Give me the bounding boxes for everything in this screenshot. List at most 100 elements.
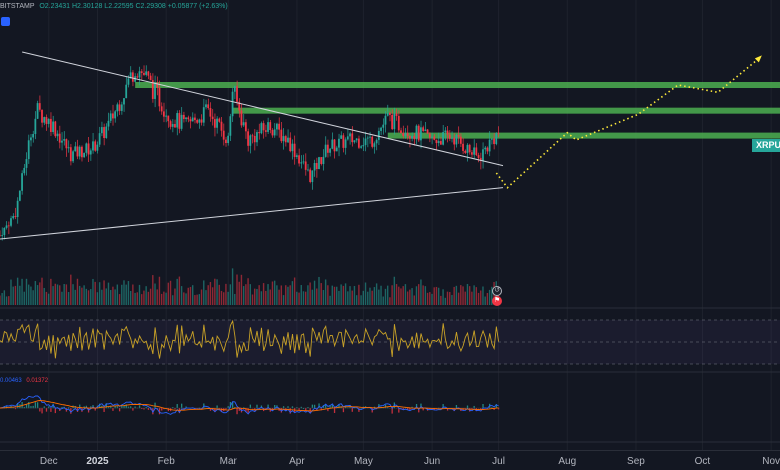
volume-bar (196, 294, 198, 305)
candle-body (167, 115, 170, 122)
candle-body (271, 130, 274, 136)
candle-body (127, 78, 130, 85)
candle-body (262, 123, 265, 131)
candle-body (67, 147, 70, 149)
volume-bar (149, 288, 152, 305)
macd-histogram-bar (50, 408, 52, 412)
volume-bar (313, 280, 316, 305)
candle-body (473, 147, 476, 155)
macd-histogram-bar (422, 408, 424, 411)
time-axis[interactable]: Dec 2025 Feb Mar Apr May Jun Jul Aug Sep… (0, 450, 780, 470)
volume-bar (378, 289, 380, 305)
volume-bar (136, 292, 138, 305)
candle-body (114, 111, 117, 119)
volume-bar (165, 292, 167, 305)
candle-body (136, 76, 139, 78)
macd-histogram-bar (149, 408, 152, 410)
macd-histogram-bar (497, 408, 500, 410)
candle-body (280, 129, 283, 142)
candle-body (160, 106, 163, 112)
macd-histogram-bar (172, 407, 174, 409)
macd-histogram-bar (30, 406, 32, 409)
volume-bar (218, 284, 220, 305)
macd-histogram-bar (14, 408, 17, 410)
candle-body (3, 227, 6, 236)
candle-body (251, 135, 254, 137)
xaxis-label-oct: Oct (694, 456, 711, 467)
volume-bar (307, 285, 309, 305)
candle-body (439, 141, 442, 145)
macd-histogram-bar (267, 404, 269, 409)
volume-bar (444, 297, 446, 305)
volume-bar (282, 295, 285, 305)
candle-body (218, 118, 221, 122)
macd-histogram-bar (311, 404, 314, 409)
candle-body (107, 120, 110, 127)
volume-bar (109, 290, 112, 305)
candle-body (413, 136, 416, 140)
candle-body (47, 118, 50, 124)
volume-bar (267, 284, 269, 305)
candle-body (211, 116, 214, 120)
volume-bar (316, 288, 318, 305)
macd-histogram-bar (114, 405, 116, 409)
volume-bar (127, 281, 130, 305)
candle-body (291, 143, 294, 152)
dividend-event-icon[interactable]: ↺ (492, 286, 502, 296)
macd-histogram-bar (238, 408, 240, 411)
candle-body (185, 117, 187, 120)
volume-bar (19, 285, 21, 305)
candle-body (389, 112, 391, 115)
candle-body (131, 72, 134, 82)
macd-histogram-bar (218, 408, 220, 409)
candle-body (293, 143, 296, 157)
macd-histogram-bar (34, 402, 37, 409)
chart-settings-icon[interactable] (1, 17, 10, 26)
projection-line (495, 58, 759, 189)
macd-histogram-bar (298, 408, 300, 411)
candle-body (140, 71, 143, 73)
volume-bar (138, 284, 141, 305)
volume-bar (227, 291, 229, 305)
candle-body (307, 169, 309, 171)
macd-histogram-bar (291, 406, 294, 409)
earnings-flag-icon[interactable]: ⚑ (492, 296, 502, 306)
volume-bar (382, 296, 384, 305)
macd-histogram-bar (327, 408, 329, 412)
candle-body (32, 134, 35, 138)
candle-body (65, 139, 68, 149)
macd-histogram-bar (351, 408, 353, 412)
candle-body (455, 135, 458, 145)
volume-bar (72, 284, 74, 305)
macd-histogram-bar (407, 408, 409, 410)
candle-body (249, 135, 252, 146)
volume-bar (160, 293, 163, 305)
volume-bar (453, 286, 455, 305)
volume-bar (87, 290, 90, 305)
volume-bar (475, 287, 478, 305)
candle-body (462, 143, 464, 151)
macd-histogram-bar (322, 405, 325, 409)
macd-histogram-bar (176, 404, 178, 409)
volume-bar (231, 268, 234, 305)
macd-histogram-bar (466, 405, 469, 409)
candle-body (377, 130, 380, 140)
candle-body (30, 137, 32, 141)
macd-histogram-bar (307, 407, 309, 409)
macd-histogram-bar (302, 408, 305, 409)
candle-body (380, 127, 382, 131)
candle-body (123, 98, 125, 105)
volume-bar (105, 288, 107, 305)
volume-bar (287, 286, 289, 305)
candle-body (236, 86, 238, 102)
candle-body (202, 107, 205, 123)
volume-bar (101, 289, 103, 305)
candle-body (242, 122, 245, 126)
candle-body (466, 144, 469, 153)
candle-body (442, 132, 444, 145)
volume-bar (107, 282, 110, 305)
volume-bar (34, 281, 37, 305)
volume-bar (342, 285, 345, 305)
candle-body (300, 162, 303, 164)
